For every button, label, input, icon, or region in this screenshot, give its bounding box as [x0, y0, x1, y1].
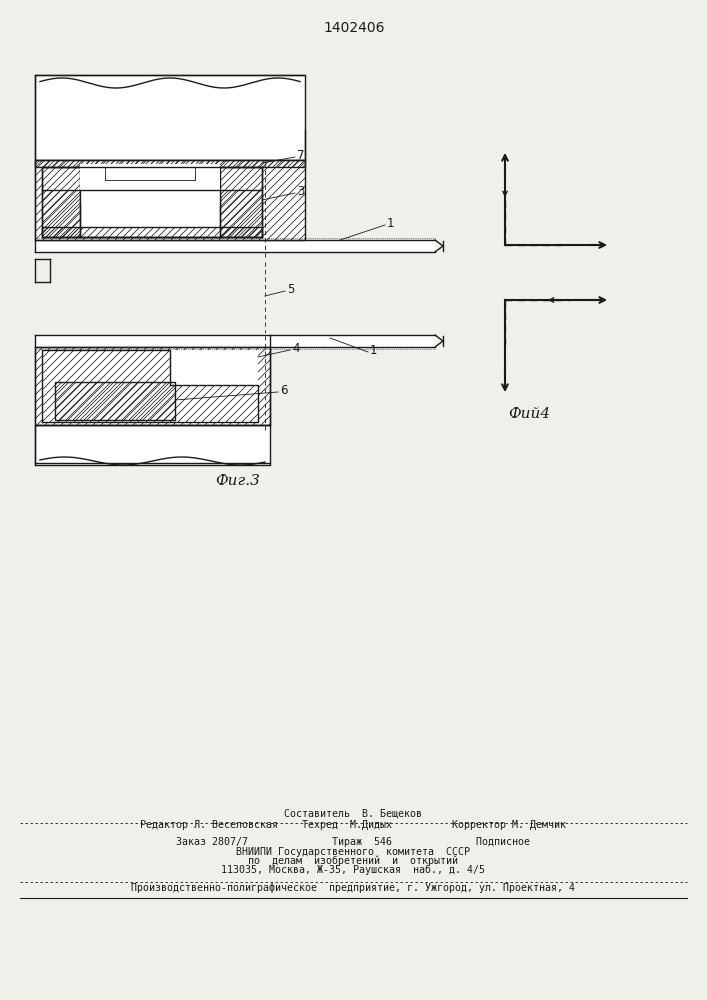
- Text: Фиг.3: Фиг.3: [215, 474, 260, 488]
- Text: 5: 5: [287, 283, 294, 296]
- Text: Заказ 2807/7              Тираж  546              Подписное: Заказ 2807/7 Тираж 546 Подписное: [177, 837, 530, 847]
- Bar: [35, 425, 270, 465]
- Bar: [35, 335, 435, 347]
- Bar: [80, 190, 220, 237]
- Text: Фий4: Фий4: [508, 407, 550, 421]
- Bar: [35, 347, 270, 425]
- Bar: [42, 350, 258, 422]
- Bar: [35, 160, 305, 240]
- Text: Редактор Л. Веселовская    Техред  М.Дидых          Корректор М. Демчик: Редактор Л. Веселовская Техред М.Дидых К…: [141, 820, 566, 830]
- Text: по  делам  изобретений  и  открытий: по делам изобретений и открытий: [248, 856, 459, 866]
- Text: 6: 6: [280, 384, 288, 397]
- Text: 113035, Москва, Ж-35, Раушская  наб., д. 4/5: 113035, Москва, Ж-35, Раушская наб., д. …: [221, 865, 486, 875]
- Bar: [220, 167, 262, 237]
- Bar: [42, 227, 262, 237]
- Bar: [35, 160, 305, 240]
- Text: 3: 3: [297, 185, 305, 198]
- Bar: [55, 382, 175, 420]
- Bar: [35, 160, 305, 167]
- Bar: [42, 227, 262, 237]
- Bar: [42, 167, 80, 237]
- Text: 1: 1: [387, 217, 395, 230]
- Bar: [170, 350, 258, 385]
- Text: 1402406: 1402406: [323, 21, 385, 35]
- Text: 4: 4: [292, 342, 300, 355]
- Text: 7: 7: [297, 149, 305, 162]
- Bar: [55, 382, 175, 420]
- Bar: [35, 240, 435, 252]
- Text: Производственно-полиграфическое  предприятие, г. Ужгород, ул. Проектная, 4: Производственно-полиграфическое предприя…: [132, 882, 575, 893]
- Text: ВНИИПИ Государственного  комитета  СССР: ВНИИПИ Государственного комитета СССР: [237, 847, 470, 857]
- Bar: [35, 75, 305, 160]
- Bar: [42, 167, 80, 237]
- Bar: [35, 160, 305, 167]
- Bar: [42, 167, 262, 190]
- Text: 1: 1: [370, 344, 378, 357]
- Bar: [220, 167, 262, 237]
- Bar: [35, 347, 270, 425]
- Bar: [80, 164, 220, 205]
- Text: Составитель  В. Бещеков: Составитель В. Бещеков: [284, 809, 423, 819]
